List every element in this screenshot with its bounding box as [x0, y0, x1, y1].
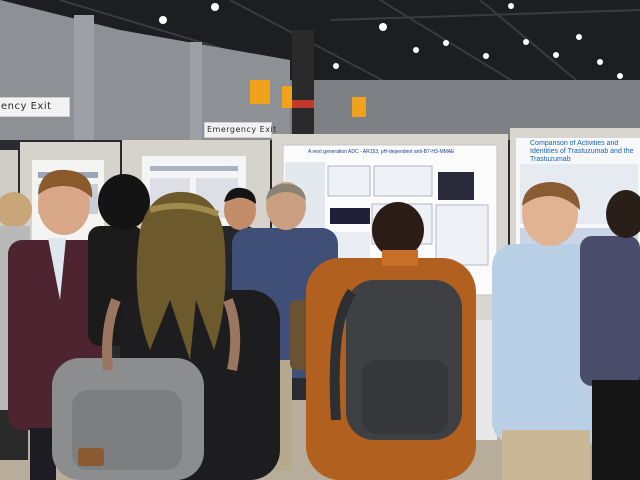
left-wall: [0, 0, 290, 140]
person-braids-backpack: [52, 191, 280, 480]
table-leg: [475, 320, 497, 440]
stairs-sign: [352, 97, 366, 117]
person-plaid-shirt: [580, 190, 640, 480]
wall-sign: [282, 86, 292, 108]
accessibility-sign: [250, 80, 270, 104]
emergency-exit-sign-left: ency Exit: [0, 97, 70, 117]
column: [292, 30, 314, 140]
emergency-exit-sign-center: Emergency Exit: [204, 122, 276, 138]
ceiling-lights: [159, 3, 623, 95]
poster-title-center: A next generation ADC - AR153, pH-depend…: [308, 149, 455, 155]
wall-pillar: [74, 15, 94, 140]
person-orange-coat: [306, 202, 476, 480]
wall-pillar: [190, 42, 202, 140]
poster-title-right: Comparison of Activities and Identities …: [530, 140, 634, 162]
column-band: [292, 100, 314, 108]
